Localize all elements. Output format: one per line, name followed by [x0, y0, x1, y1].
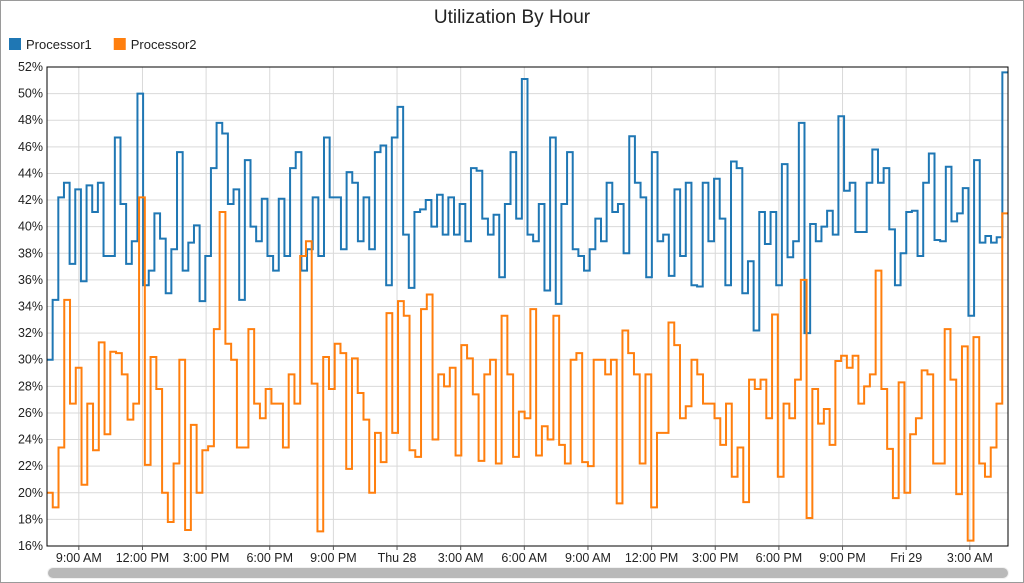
- series-lines: [47, 71, 1008, 542]
- y-tick-label: 50%: [18, 87, 43, 101]
- x-tick-label: 9:00 PM: [819, 551, 866, 565]
- x-tick-label: 6:00 PM: [246, 551, 293, 565]
- y-tick-label: 44%: [18, 166, 43, 180]
- y-tick-label: 34%: [18, 300, 43, 314]
- x-tick-label: 3:00 PM: [692, 551, 739, 565]
- y-tick-label: 28%: [18, 379, 43, 393]
- y-tick-label: 24%: [18, 433, 43, 447]
- x-tick-label: 9:00 PM: [310, 551, 357, 565]
- y-tick-label: 22%: [18, 459, 43, 473]
- x-axis: 9:00 AM 12:00 PM 3:00 PM 6:00 PM 9:00 PM Thu …: [56, 546, 993, 565]
- y-tick-label: 40%: [18, 220, 43, 234]
- plot-area-border: [46, 66, 1009, 547]
- y-tick-label: 42%: [18, 193, 43, 207]
- legend-swatch: [113, 38, 126, 50]
- y-tick-label: 26%: [18, 406, 43, 420]
- legend-label: Processor1: [26, 37, 92, 52]
- x-tick-label: 9:00 AM: [565, 551, 611, 565]
- y-tick-label: 38%: [18, 246, 43, 260]
- series-line-processor1: [47, 71, 1008, 361]
- legend-swatch: [9, 38, 21, 50]
- x-tick-label: Thu 28: [378, 551, 417, 565]
- y-tick-label: 48%: [18, 113, 43, 127]
- legend: Processor1 Processor2: [9, 37, 197, 52]
- x-tick-label: Fri 29: [890, 551, 922, 565]
- x-tick-label: 3:00 PM: [183, 551, 230, 565]
- chart-title: Utilization By Hour: [434, 7, 591, 28]
- y-tick-label: 20%: [18, 486, 43, 500]
- y-tick-label: 46%: [18, 140, 43, 154]
- x-tick-label: 12:00 PM: [625, 551, 679, 565]
- x-tick-label: 12:00 PM: [116, 551, 170, 565]
- legend-label: Processor2: [131, 37, 197, 52]
- x-tick-label: 6:00 PM: [756, 551, 803, 565]
- scrollbar-thumb[interactable]: [48, 568, 1008, 578]
- y-tick-label: 36%: [18, 273, 43, 287]
- y-tick-label: 52%: [18, 60, 43, 74]
- x-tick-label: 6:00 AM: [501, 551, 547, 565]
- series-line-processor2: [47, 196, 1008, 542]
- y-tick-label: 16%: [18, 539, 43, 553]
- y-tick-label: 32%: [18, 326, 43, 340]
- x-tick-label: 9:00 AM: [56, 551, 102, 565]
- y-tick-label: 18%: [18, 512, 43, 526]
- x-tick-label: 3:00 AM: [438, 551, 484, 565]
- y-tick-label: 30%: [18, 353, 43, 367]
- y-axis: 16% 18% 20% 22% 24% 26% 28% 30% 32% 34% 36% 38% 40% 4…: [18, 60, 43, 553]
- horizontal-scrollbar[interactable]: [47, 567, 1009, 579]
- x-tick-label: 3:00 AM: [947, 551, 993, 565]
